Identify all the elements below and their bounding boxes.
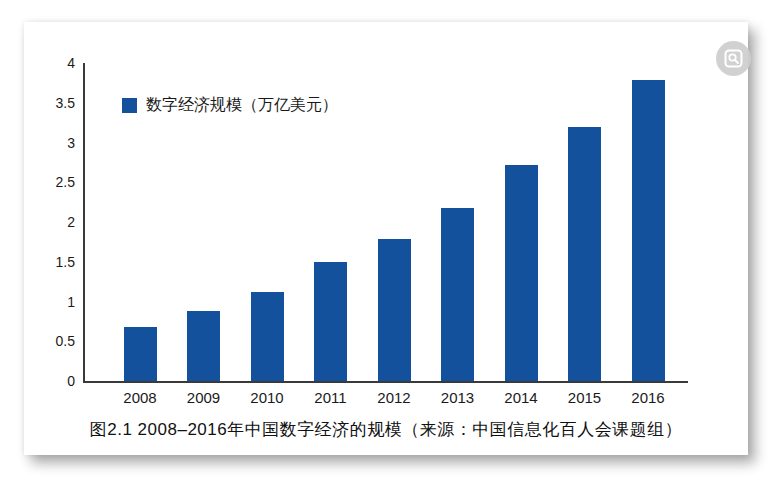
x-axis-tick-label: 2010 [235,389,299,407]
x-axis-tick-label: 2013 [426,389,490,407]
bar-2016 [632,80,665,381]
bar-2012 [378,239,411,381]
bar-2014 [505,165,538,381]
bar-2009 [187,311,220,381]
x-axis-tick-label: 2014 [489,389,553,407]
y-axis-tick-label: 3.5 [27,94,75,112]
bar-chart-plot-area: 数字经济规模（万亿美元） 00.511.522.533.542008200920… [83,63,688,381]
legend-label: 数字经济规模（万亿美元） [146,95,338,116]
x-axis-tick-label: 2012 [362,389,426,407]
chart-legend: 数字经济规模（万亿美元） [122,95,338,116]
y-axis-tick-label: 0 [27,372,75,390]
y-axis-tick-label: 2.5 [27,173,75,191]
bar-2008 [124,327,157,381]
figure-caption: 图2.1 2008–2016年中国数字经济的规模（来源：中国信息化百人会课题组） [24,418,748,441]
x-axis-line [83,381,688,383]
bar-2015 [568,127,601,381]
y-axis-tick-label: 0.5 [27,332,75,350]
y-axis-tick-label: 3 [27,134,75,152]
y-axis-tick-label: 2 [27,213,75,231]
y-axis-tick-label: 4 [27,54,75,72]
legend-color-swatch [122,98,137,113]
x-axis-tick-label: 2011 [299,389,363,407]
y-axis-tick-label: 1 [27,293,75,311]
x-axis-tick-label: 2015 [553,389,617,407]
x-axis-tick-label: 2009 [172,389,236,407]
bar-2011 [314,262,347,381]
y-axis-line [83,63,85,383]
x-axis-tick-label: 2008 [108,389,172,407]
y-axis-tick-label: 1.5 [27,253,75,271]
bar-2010 [251,292,284,381]
bar-2013 [441,208,474,381]
magnifier-preview-icon [723,48,744,69]
image-zoom-watermark-button[interactable] [716,41,751,76]
x-axis-tick-label: 2016 [616,389,680,407]
figure-card: 数字经济规模（万亿美元） 00.511.522.533.542008200920… [24,22,748,455]
